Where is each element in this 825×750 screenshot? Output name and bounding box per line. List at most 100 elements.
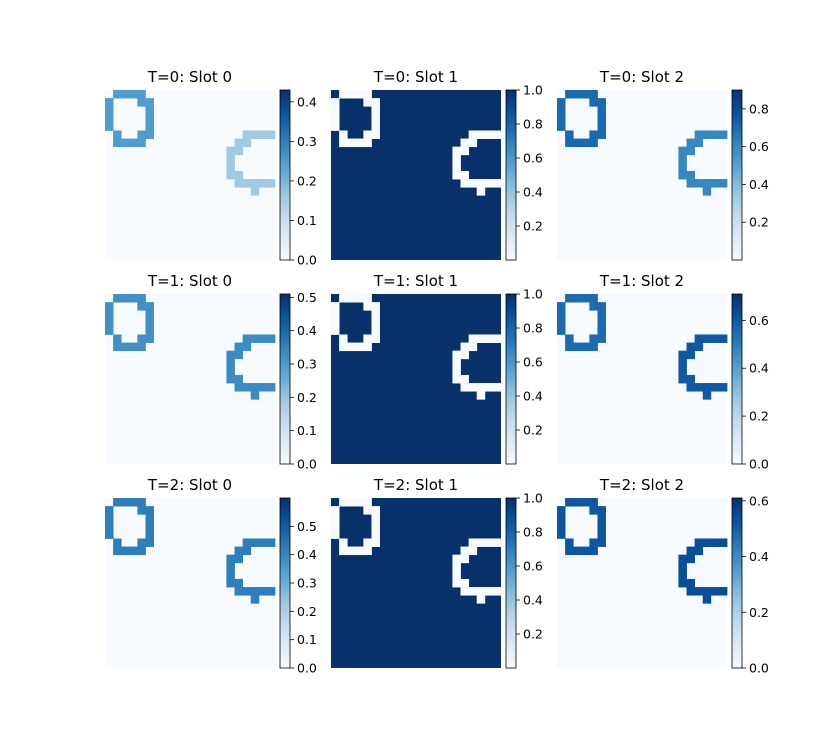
heatmap-cell bbox=[557, 326, 566, 335]
heatmap-cell bbox=[589, 506, 598, 515]
colorbar-tick-label: 0.4 bbox=[749, 361, 769, 376]
heatmap-cell bbox=[339, 138, 348, 148]
heatmap-cell bbox=[258, 179, 268, 188]
heatmap-cell bbox=[355, 498, 364, 507]
heatmap-cell bbox=[702, 334, 712, 343]
heatmap-cell bbox=[242, 138, 252, 148]
heatmap-cell bbox=[573, 138, 582, 148]
heatmap-background bbox=[331, 294, 501, 464]
heatmap-cell bbox=[678, 154, 687, 164]
heatmap-cell bbox=[557, 514, 566, 523]
colorbar-tick-label: 0.0 bbox=[749, 457, 769, 472]
heatmap-cell bbox=[678, 170, 687, 180]
heatmap-cell bbox=[258, 538, 268, 547]
heatmap-cell bbox=[105, 530, 114, 539]
heatmap-cell bbox=[565, 538, 574, 547]
heatmap-cell bbox=[331, 530, 340, 539]
colorbar-tick-label: 0.5 bbox=[297, 290, 317, 305]
colorbar-tick-label: 1.0 bbox=[523, 491, 543, 506]
heatmap-cell bbox=[226, 146, 235, 156]
heatmap-cell bbox=[121, 294, 130, 303]
heatmap-cell bbox=[694, 587, 704, 596]
heatmap-cell bbox=[347, 498, 356, 507]
heatmap-cell bbox=[702, 130, 712, 139]
heatmap-cell bbox=[718, 334, 728, 343]
panel-title: T=1: Slot 2 bbox=[599, 272, 684, 290]
heatmap-cell bbox=[452, 554, 461, 564]
heatmap-cell bbox=[678, 562, 687, 572]
heatmap-cell bbox=[557, 302, 566, 311]
heatmap-cell bbox=[242, 546, 252, 556]
colorbar-tick-label: 0.3 bbox=[297, 576, 317, 591]
heatmap-cell bbox=[678, 350, 687, 360]
heatmap-cell bbox=[589, 138, 598, 148]
heatmap-cell bbox=[371, 506, 380, 515]
heatmap-cell bbox=[331, 318, 340, 327]
heatmap-cell bbox=[597, 130, 606, 139]
heatmap-cell bbox=[702, 595, 712, 604]
heatmap-cell bbox=[347, 138, 356, 148]
heatmap-cell bbox=[597, 114, 606, 123]
heatmap-cell bbox=[129, 138, 138, 148]
heatmap-panel: T=1: Slot 2 0.0 0.2 0.4 0.6 bbox=[557, 272, 769, 472]
colorbar bbox=[731, 293, 743, 465]
heatmap-cell bbox=[145, 538, 154, 547]
heatmap-cell bbox=[484, 179, 494, 188]
colorbar-tick-label: 0.1 bbox=[297, 213, 317, 228]
heatmap-cell bbox=[597, 98, 606, 107]
colorbar-tick-label: 0.4 bbox=[297, 547, 317, 562]
heatmap-cell bbox=[492, 130, 502, 139]
heatmap-cell bbox=[492, 334, 502, 343]
heatmap-cell bbox=[718, 538, 728, 547]
heatmap-cell bbox=[234, 342, 244, 352]
heatmap-cell bbox=[363, 334, 372, 343]
heatmap-cell bbox=[686, 374, 696, 384]
heatmap-cell bbox=[121, 546, 130, 556]
heatmap-cell bbox=[702, 187, 712, 196]
heatmap-cell bbox=[347, 546, 356, 556]
heatmap-cell bbox=[468, 538, 478, 547]
colorbar-tick-label: 0.8 bbox=[523, 525, 543, 540]
heatmap-cell bbox=[226, 350, 235, 360]
heatmap-cell bbox=[492, 179, 502, 188]
heatmap-cell bbox=[686, 587, 696, 596]
heatmap-cell bbox=[686, 146, 696, 156]
heatmap-cell bbox=[589, 334, 598, 343]
heatmap-cell bbox=[460, 554, 470, 564]
heatmap-cell bbox=[484, 334, 494, 343]
colorbar-tick-label: 0.6 bbox=[749, 313, 769, 328]
heatmap-cell bbox=[686, 342, 696, 352]
heatmap-cell bbox=[355, 546, 364, 556]
heatmap-cell bbox=[678, 374, 687, 384]
heatmap-cell bbox=[597, 530, 606, 539]
heatmap-cell bbox=[686, 138, 696, 148]
heatmap-cell bbox=[476, 187, 486, 196]
heatmap-cell bbox=[129, 498, 138, 507]
colorbar-tick-label: 0.0 bbox=[297, 457, 317, 472]
heatmap-cell bbox=[234, 546, 244, 556]
heatmap-panel: T=0: Slot 1 0.2 0.4 0.6 0.8 1.0 bbox=[331, 68, 543, 261]
heatmap-cell bbox=[565, 342, 574, 352]
colorbar-tick-label: 0.8 bbox=[523, 117, 543, 132]
heatmap-cell bbox=[476, 391, 486, 400]
heatmap-cell bbox=[452, 570, 461, 580]
heatmap-cell bbox=[258, 587, 268, 596]
colorbar-tick-label: 0.8 bbox=[749, 101, 769, 116]
heatmap-cell bbox=[589, 342, 598, 352]
heatmap-cell bbox=[137, 294, 146, 303]
heatmap-cell bbox=[573, 90, 582, 99]
heatmap-cell bbox=[686, 554, 696, 564]
heatmap-cell bbox=[460, 374, 470, 384]
heatmap-panel: T=1: Slot 1 0.2 0.4 0.6 0.8 1.0 bbox=[331, 272, 543, 465]
heatmap-cell bbox=[331, 514, 340, 523]
colorbar-tick-label: 0.4 bbox=[297, 323, 317, 338]
heatmap-cell bbox=[137, 90, 146, 99]
heatmap-cell bbox=[678, 162, 687, 172]
heatmap-cell bbox=[137, 498, 146, 507]
heatmap-cell bbox=[484, 383, 494, 392]
heatmap-cell bbox=[557, 522, 566, 531]
heatmap-cell bbox=[589, 90, 598, 99]
heatmap-cell bbox=[234, 578, 244, 588]
heatmap-cell bbox=[557, 106, 566, 115]
